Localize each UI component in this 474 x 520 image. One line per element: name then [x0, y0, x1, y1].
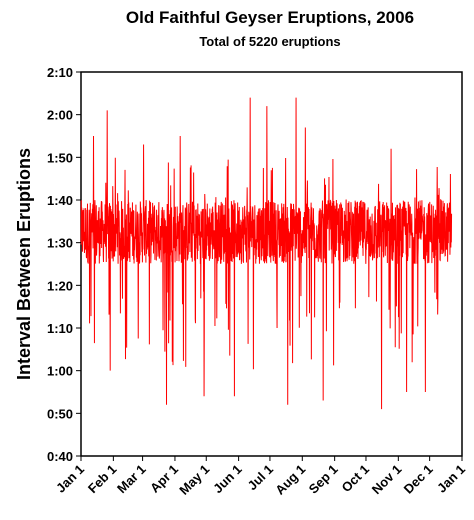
x-tick-label: Apr 1 — [147, 462, 181, 496]
x-tick-label: Dec 1 — [401, 462, 436, 497]
y-axis-label: Interval Between Eruptions — [14, 148, 34, 380]
chart-title: Old Faithful Geyser Eruptions, 2006 — [125, 8, 415, 27]
y-tick-label: 2:00 — [47, 108, 73, 123]
x-tick-label: Jun 1 — [210, 462, 245, 497]
x-tick-label: Aug 1 — [272, 462, 308, 498]
y-tick-label: 1:00 — [47, 364, 73, 379]
x-tick-label: Feb 1 — [85, 462, 120, 497]
x-tick-label: Sep 1 — [306, 462, 341, 497]
y-tick-label: 1:40 — [47, 193, 73, 208]
y-tick-label: 0:50 — [47, 406, 73, 421]
x-tick-label: Nov 1 — [369, 462, 405, 498]
y-axis-ticks: 0:40 0:50 1:00 1:10 1:20 1:30 1:40 1:50 2:00 2:10 — [47, 65, 81, 464]
y-tick-label: 1:30 — [47, 236, 73, 251]
y-tick-label: 0:40 — [47, 449, 73, 464]
y-tick-label: 1:10 — [47, 321, 73, 336]
x-tick-label: Jul 1 — [245, 462, 277, 494]
x-tick-label: Jan 1 — [434, 462, 468, 496]
series-line — [80, 97, 453, 410]
x-tick-label: Mar 1 — [114, 462, 149, 497]
y-tick-label: 2:10 — [47, 65, 73, 80]
y-tick-label: 1:50 — [47, 150, 73, 165]
series-group — [80, 97, 453, 410]
x-tick-label: May 1 — [176, 462, 212, 498]
chart-subtitle: Total of 5220 eruptions — [199, 34, 341, 49]
x-tick-label: Jan 1 — [53, 462, 87, 496]
x-tick-label: Oct 1 — [338, 462, 372, 496]
y-tick-label: 1:20 — [47, 278, 73, 293]
